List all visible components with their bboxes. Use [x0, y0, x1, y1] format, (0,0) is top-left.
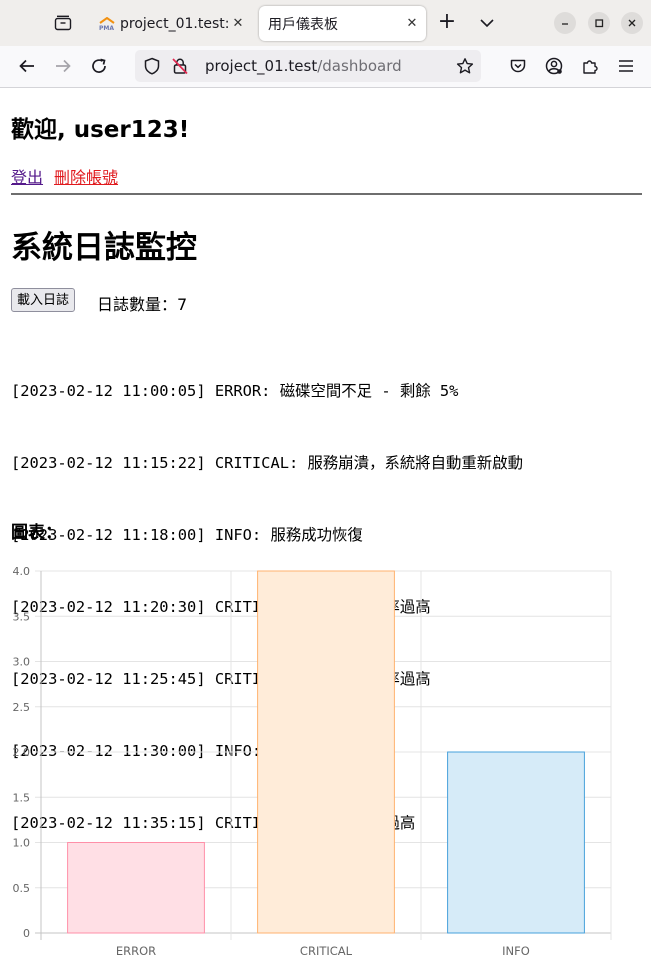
url-path: /dashboard	[317, 57, 402, 75]
svg-text:PMA: PMA	[99, 25, 114, 31]
x-tick-label: CRITICAL	[300, 944, 353, 958]
y-tick-label: 2.0	[13, 746, 31, 759]
x-tick-label: INFO	[502, 944, 530, 958]
reload-icon[interactable]	[88, 55, 110, 77]
url-text[interactable]: project_01.test/dashboard	[205, 57, 402, 75]
minimize-icon[interactable]	[554, 12, 576, 34]
section-title: 系統日誌監控	[11, 230, 197, 266]
logout-link[interactable]: 登出	[11, 168, 44, 187]
y-tick-label: 1.0	[13, 837, 31, 850]
load-logs-button[interactable]: 載入日誌	[11, 288, 76, 312]
browser-tab-bar: PMA project_01.test:8 ✕ 用戶儀表板 ✕ +	[0, 0, 651, 46]
tab-dashboard[interactable]: 用戶儀表板 ✕	[259, 6, 426, 41]
shield-icon[interactable]	[141, 55, 163, 77]
y-tick-label: 4.0	[13, 565, 31, 578]
log-count: 日誌數量：7	[97, 295, 188, 314]
log-list: [2023-02-12 11:00:05] ERROR: 磁碟空間不足 - 剩餘…	[11, 331, 523, 883]
welcome-heading: 歡迎, user123!	[11, 117, 190, 143]
bar-error	[67, 842, 205, 934]
y-tick-label: 0	[23, 927, 30, 940]
tab-list-icon	[54, 15, 72, 31]
list-all-tabs-chevron-icon[interactable]	[475, 12, 499, 34]
tab-title: project_01.test:8	[120, 15, 228, 32]
close-tab-icon[interactable]: ✕	[232, 16, 244, 31]
phpmyadmin-icon: PMA	[99, 16, 115, 31]
new-tab-plus-icon[interactable]: +	[437, 9, 457, 34]
log-line: [2023-02-12 11:15:22] CRITICAL: 服務崩潰，系統將…	[11, 454, 523, 472]
maximize-icon[interactable]	[588, 12, 610, 34]
account-icon[interactable]	[543, 55, 565, 77]
tab-title: 用戶儀表板	[268, 16, 338, 33]
tab-phpmyadmin[interactable]: PMA project_01.test:8 ✕	[90, 6, 252, 41]
pocket-icon[interactable]	[507, 55, 529, 77]
tab-list-button[interactable]	[48, 8, 78, 38]
x-tick-label: ERROR	[116, 944, 156, 958]
log-line: [2023-02-12 11:18:00] INFO: 服務成功恢復	[11, 526, 363, 544]
menu-hamburger-icon[interactable]	[615, 55, 637, 77]
window-close-icon[interactable]	[621, 12, 643, 34]
y-tick-label: 1.5	[13, 791, 31, 804]
divider	[11, 193, 642, 195]
insecure-lock-icon[interactable]	[169, 55, 191, 77]
back-arrow-icon[interactable]	[16, 55, 38, 77]
page-viewport: 歡迎, user123! 登出 刪除帳號 系統日誌監控 載入日誌 日誌數量：7 […	[0, 88, 651, 976]
forward-arrow-icon[interactable]	[52, 55, 74, 77]
log-line: [2023-02-12 11:00:05] ERROR: 磁碟空間不足 - 剩餘…	[11, 382, 459, 400]
extensions-puzzle-icon[interactable]	[579, 55, 601, 77]
y-tick-label: 0.5	[13, 882, 31, 895]
log-level-bar-chart: 0 0.5 1.0 1.5 2.0 2.5 3.0 3.5 4.0 ERROR CRITICAL IN…	[13, 565, 612, 958]
chart-heading: 圖表：	[11, 523, 62, 543]
y-tick-label: 2.5	[13, 701, 31, 714]
url-host: project_01.test	[205, 57, 318, 75]
delete-account-link[interactable]: 刪除帳號	[54, 168, 119, 187]
y-tick-label: 3.0	[13, 656, 31, 669]
close-tab-icon[interactable]: ✕	[406, 16, 418, 31]
bookmark-star-icon[interactable]	[454, 55, 476, 77]
address-bar[interactable]: project_01.test/dashboard	[135, 50, 481, 82]
y-tick-label: 3.5	[13, 610, 31, 623]
bar-info	[447, 751, 585, 934]
bar-critical	[257, 570, 395, 934]
account-links: 登出 刪除帳號	[11, 164, 118, 188]
browser-nav-bar: project_01.test/dashboard	[0, 46, 651, 88]
